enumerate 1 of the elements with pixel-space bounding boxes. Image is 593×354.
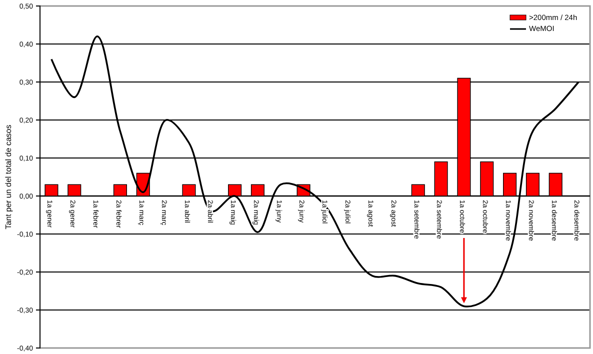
y-axis-title: Tant per un del total de casos (4, 124, 13, 230)
